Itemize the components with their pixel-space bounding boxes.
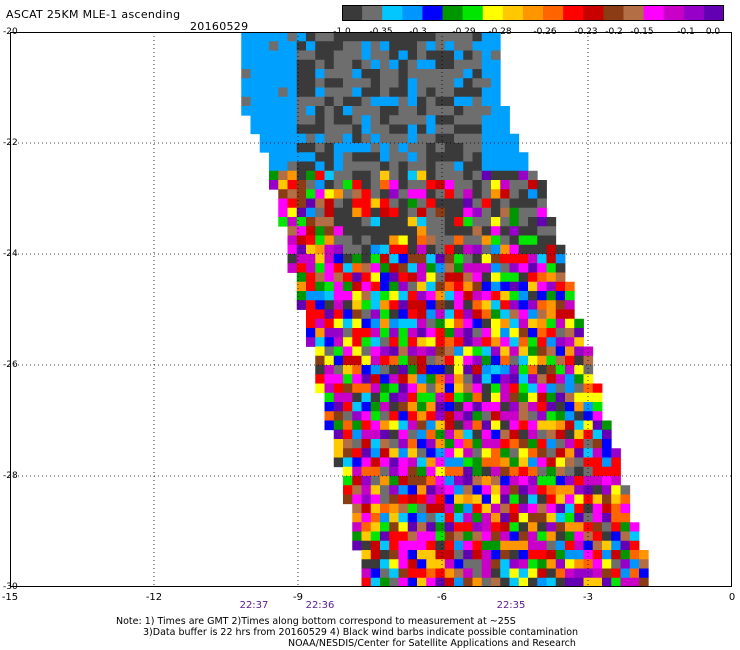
note-line-2: 3)Data buffer is 22 hrs from 20160529 4)… xyxy=(143,627,579,638)
y-tick-label: -20 xyxy=(3,27,18,37)
colorbar-swatch xyxy=(522,5,544,21)
y-tick-label: -22 xyxy=(3,138,18,148)
y-tick-label: -30 xyxy=(3,582,18,592)
time-label: 22:37 xyxy=(239,600,269,611)
y-tick-label: -28 xyxy=(3,471,18,481)
chart-date: 20160529 xyxy=(190,20,249,33)
colorbar-swatch xyxy=(603,5,624,21)
note-line-3: NOAA/NESDIS/Center for Satellite Applica… xyxy=(288,638,576,649)
x-tick-label: -9 xyxy=(293,592,303,603)
note-line-1: Note: 1) Times are GMT 2)Times along bot… xyxy=(116,616,516,627)
colorbar-swatch xyxy=(482,5,504,21)
colorbar-swatch xyxy=(342,5,363,21)
colorbar-swatch xyxy=(663,5,685,21)
y-tick-label: -26 xyxy=(3,360,18,370)
colorbar-swatch xyxy=(583,5,604,21)
colorbar-border xyxy=(342,5,724,21)
x-tick-label: 0 xyxy=(728,592,736,603)
colorbar-swatch xyxy=(442,5,464,21)
colorbar-swatch xyxy=(563,5,584,21)
colorbar xyxy=(342,5,724,21)
colorbar-swatch xyxy=(462,5,484,21)
colorbar-swatch xyxy=(382,5,403,21)
x-tick-label: -3 xyxy=(583,592,593,603)
x-tick-label: -12 xyxy=(145,592,163,603)
colorbar-swatch xyxy=(703,5,724,21)
x-tick-label: -6 xyxy=(437,592,447,603)
colorbar-swatch xyxy=(623,5,645,21)
colorbar-swatch xyxy=(422,5,444,21)
map-frame xyxy=(10,32,732,587)
graticule-lines xyxy=(10,32,732,587)
colorbar-swatch xyxy=(362,5,383,21)
colorbar-swatch xyxy=(402,5,423,21)
swath-map xyxy=(10,32,732,587)
y-tick-label: -24 xyxy=(3,249,18,259)
chart-title: ASCAT 25KM MLE-1 ascending xyxy=(6,8,181,21)
time-label: 22:35 xyxy=(496,600,526,611)
time-label: 22:36 xyxy=(305,600,335,611)
swath-cells xyxy=(241,32,649,587)
colorbar-swatch xyxy=(502,5,524,21)
colorbar-swatch xyxy=(683,5,705,21)
x-tick-label: -15 xyxy=(1,592,19,603)
colorbar-swatch xyxy=(643,5,665,21)
colorbar-swatch xyxy=(543,5,564,21)
